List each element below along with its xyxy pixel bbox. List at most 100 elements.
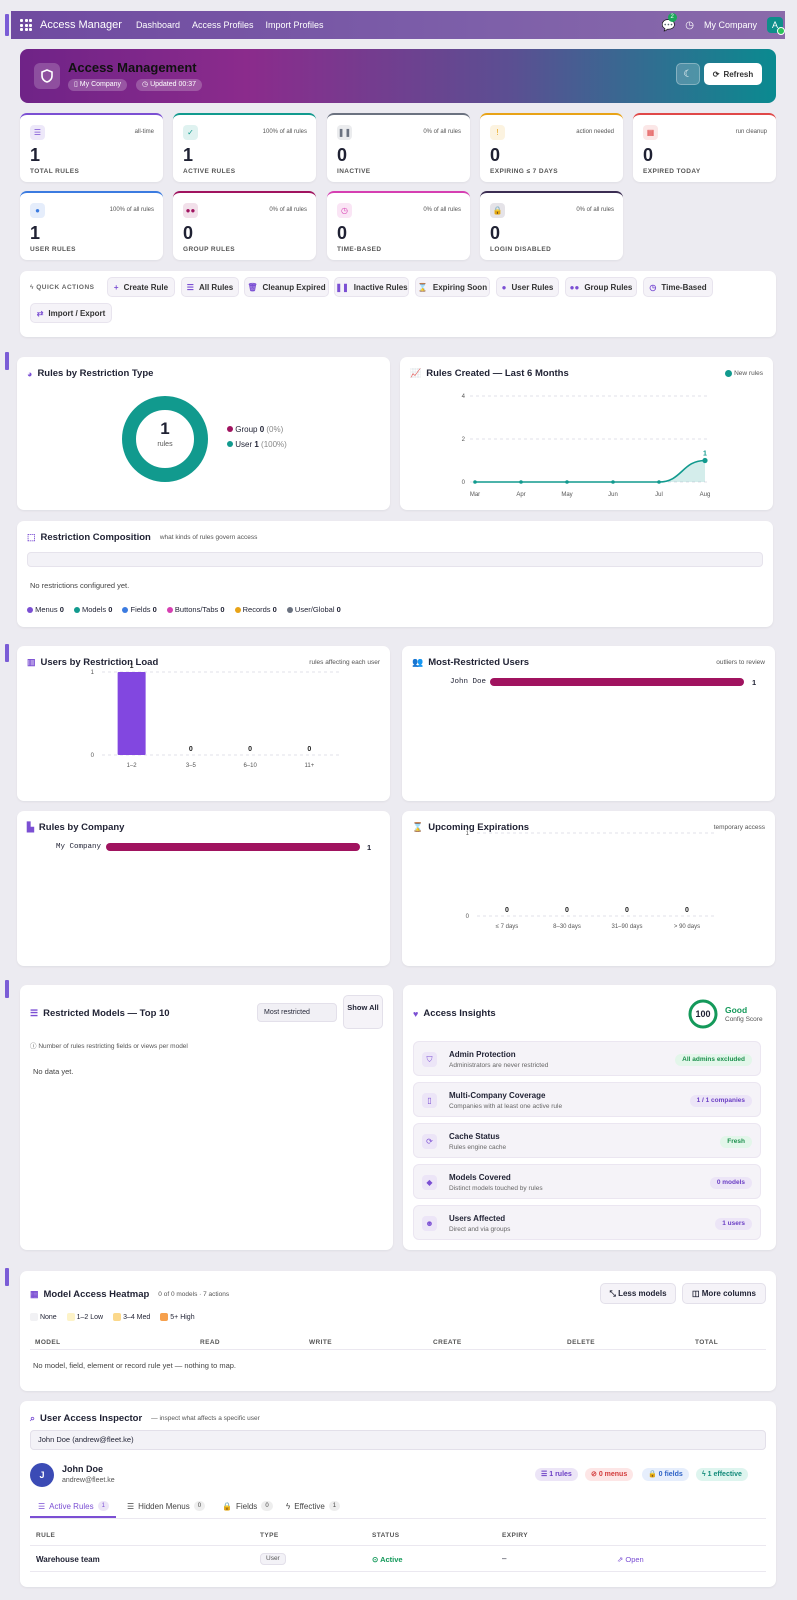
- app-title[interactable]: Access Manager: [40, 19, 122, 31]
- quick-actions-title: ϟ QUICK ACTIONS: [30, 284, 95, 291]
- bar-value-label: 0: [307, 746, 311, 753]
- refresh-icon: ⟳: [422, 1134, 437, 1149]
- stat-card[interactable]: ●● 0% of all rules 0 GROUP RULES: [173, 191, 316, 260]
- summary-chip: 🔒 0 fields: [642, 1468, 689, 1481]
- chat-icon[interactable]: 💬 2: [661, 12, 677, 32]
- nav-import-profiles[interactable]: Import Profiles: [265, 20, 324, 30]
- less-models-button[interactable]: ⤡ Less models: [600, 1283, 676, 1304]
- tab-effective[interactable]: ϟ Effective 1: [286, 1501, 341, 1511]
- section-marker: [5, 14, 9, 36]
- refresh-button[interactable]: ⟳ Refresh: [704, 63, 762, 85]
- sort-select[interactable]: Most restricted: [257, 1003, 337, 1022]
- stat-label: TOTAL RULES: [30, 168, 80, 175]
- data-label: 1: [703, 451, 707, 458]
- tab-active-rules[interactable]: ☰ Active Rules 1: [38, 1501, 109, 1511]
- col-expiry: EXPIRY: [502, 1532, 529, 1539]
- data-point: [473, 480, 477, 484]
- x-tick-label: 3–5: [186, 763, 197, 769]
- user-email: andrew@fleet.ke: [62, 1477, 115, 1484]
- tab-hidden-menus[interactable]: ☰ Hidden Menus 0: [127, 1501, 206, 1511]
- group-rules-button[interactable]: ●● Group Rules: [565, 277, 637, 297]
- insight-row[interactable]: ⛉ Admin Protection Administrators are ne…: [413, 1041, 761, 1076]
- expirations-chart: 0 1 0 ≤ 7 days 0 8–30 days 0 31–90 days 0 > 90 da…: [466, 831, 717, 930]
- create-rule-button[interactable]: + Create Rule: [107, 277, 175, 297]
- insight-row[interactable]: ▯ Multi-Company Coverage Companies with …: [413, 1082, 761, 1117]
- pause-icon: ❚❚: [337, 125, 352, 140]
- y-tick-label: 0: [466, 914, 470, 920]
- summary-chip: ϟ 1 effective: [696, 1468, 748, 1481]
- insight-row[interactable]: ◆ Models Covered Distinct models touched…: [413, 1164, 761, 1199]
- col-read: READ: [200, 1339, 221, 1346]
- all-rules-button[interactable]: ☰ All Rules: [181, 277, 239, 297]
- composition-legend-item: Buttons/Tabs 0: [166, 605, 225, 614]
- page-title: Access Management: [68, 60, 197, 75]
- stat-card[interactable]: ❚❚ 0% of all rules 0 INACTIVE: [327, 113, 470, 182]
- user-inspector-panel: ⌕ User Access Inspector — inspect what aff…: [20, 1401, 776, 1587]
- company-switcher[interactable]: My Company: [703, 20, 757, 30]
- insight-row[interactable]: ⟳ Cache Status Rules engine cache Fresh: [413, 1123, 761, 1158]
- expiring-soon-button[interactable]: ⌛ Expiring Soon: [415, 277, 490, 297]
- insight-title: Models Covered: [449, 1173, 511, 1182]
- stat-card[interactable]: ▦ run cleanup 0 EXPIRED TODAY: [633, 113, 776, 182]
- col-delete: DELETE: [567, 1339, 596, 1346]
- stat-hint: 0% of all rules: [423, 129, 461, 135]
- section-marker: [5, 352, 9, 370]
- x-tick-label: 31–90 days: [611, 924, 642, 930]
- summary-chip: ☰ 1 rules: [535, 1468, 578, 1481]
- active-tab-underline: [30, 1516, 116, 1518]
- panel-title: ⌛ Upcoming Expirations: [412, 822, 530, 833]
- series-line: [474, 459, 706, 483]
- user-avatar: J: [30, 1463, 54, 1487]
- x-tick-label: > 90 days: [674, 924, 700, 930]
- insight-sub: Distinct models touched by rules: [449, 1185, 543, 1192]
- stat-card[interactable]: ✓ 100% of all rules 1 ACTIVE RULES: [173, 113, 316, 182]
- building-icon: ▯: [422, 1093, 437, 1108]
- inactive-rules-button[interactable]: ❚❚ Inactive Rules: [334, 277, 409, 297]
- score-value: 100: [695, 1009, 711, 1019]
- x-tick-label: 8–30 days: [553, 924, 581, 930]
- divider: [30, 1518, 766, 1519]
- stat-value: 0: [337, 223, 348, 243]
- tab-fields[interactable]: 🔒 Fields 0: [222, 1501, 273, 1511]
- open-rule-link[interactable]: ⇗ Open: [617, 1555, 644, 1564]
- rule-name[interactable]: Warehouse team: [36, 1555, 100, 1564]
- panel-title: ◕ Rules by Restriction Type: [27, 368, 154, 379]
- stat-hint: all-time: [134, 129, 154, 135]
- section-marker: [5, 1268, 9, 1286]
- x-tick-label: 11+: [305, 763, 315, 769]
- user-avatar[interactable]: A: [767, 17, 785, 35]
- stat-card[interactable]: 🔒 0% of all rules 0 LOGIN DISABLED: [480, 191, 623, 260]
- cleanup-expired-button[interactable]: 🗑 Cleanup Expired: [244, 277, 329, 297]
- show-all-button[interactable]: Show All: [343, 995, 383, 1029]
- x-tick-label: 6–10: [243, 763, 257, 769]
- stat-card[interactable]: ● 100% of all rules 1 USER RULES: [20, 191, 163, 260]
- heatmap-legend-item: 5+ High: [160, 1313, 195, 1321]
- clock-icon[interactable]: ◷: [685, 19, 694, 31]
- restriction-type-panel: ◕ Rules by Restriction Type 1 rules Group…: [17, 357, 390, 510]
- dark-mode-toggle[interactable]: ☾: [676, 63, 700, 85]
- stat-hint: 0% of all rules: [423, 207, 461, 213]
- more-columns-button[interactable]: ◫ More columns: [682, 1283, 766, 1304]
- user-rules-button[interactable]: ● User Rules: [496, 277, 559, 297]
- stat-label: GROUP RULES: [183, 246, 235, 253]
- score-ring: [688, 999, 718, 1029]
- stat-value: 0: [490, 145, 501, 165]
- insight-row[interactable]: ☻ Users Affected Direct and via groups 1…: [413, 1205, 761, 1240]
- composition-legend-item: User/Global 0: [286, 605, 341, 614]
- user-row-value: 1: [752, 678, 757, 687]
- stat-card[interactable]: ☰ all-time 1 TOTAL RULES: [20, 113, 163, 182]
- data-point: [702, 457, 708, 464]
- nav-dashboard[interactable]: Dashboard: [135, 20, 180, 30]
- heatmap-legend-item: 1–2 Low: [66, 1313, 103, 1321]
- panel-title: ▙ Rules by Company: [27, 822, 125, 833]
- company-row-value: 1: [367, 843, 372, 852]
- heart-icon: ♥: [413, 1008, 419, 1019]
- nav-access-profiles[interactable]: Access Profiles: [191, 20, 254, 30]
- apps-grid-icon[interactable]: [20, 19, 32, 31]
- stat-card[interactable]: ◷ 0% of all rules 0 TIME-BASED: [327, 191, 470, 260]
- import-export-button[interactable]: ⇄ Import / Export: [30, 303, 112, 323]
- stat-hint: action needed: [576, 129, 614, 135]
- stat-card[interactable]: ! action needed 0 EXPIRING ≤ 7 DAYS: [480, 113, 623, 182]
- user-select[interactable]: John Doe (andrew@fleet.ke): [30, 1430, 766, 1450]
- time-based-button[interactable]: ◷ Time-Based: [643, 277, 713, 297]
